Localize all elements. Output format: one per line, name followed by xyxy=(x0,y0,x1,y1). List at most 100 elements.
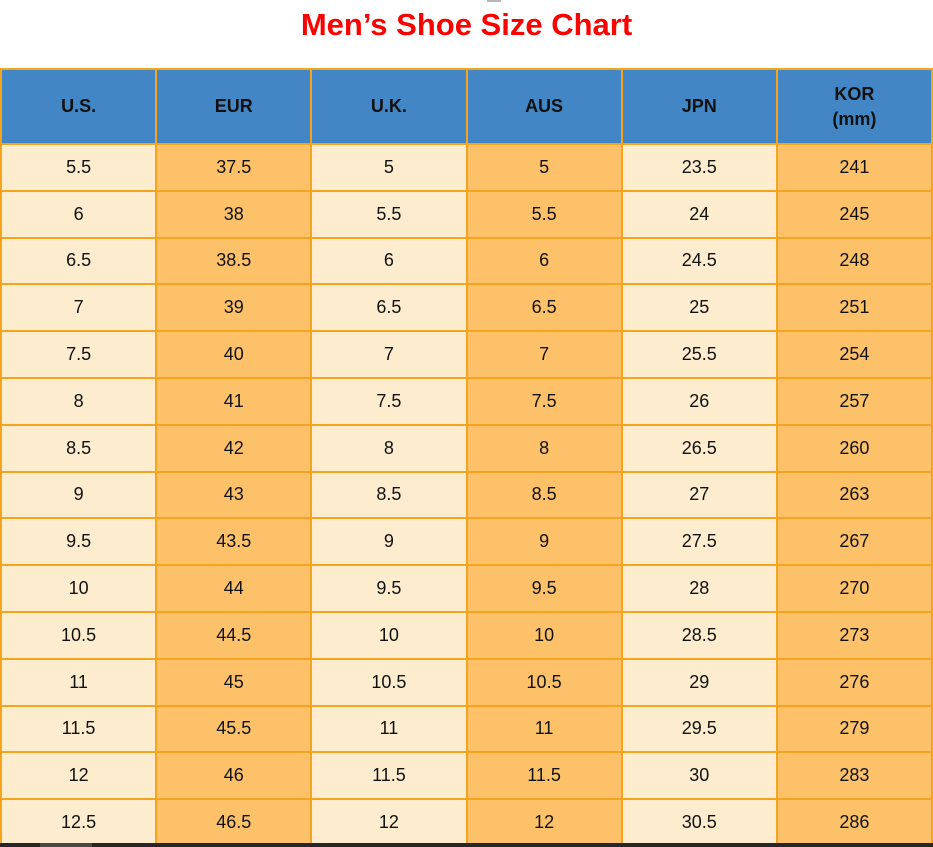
shoe-size-table: U.S. EUR U.K. AUS JPN KOR (mm) 5.5 37.5 5… xyxy=(0,68,933,847)
table-cell: 10.5 xyxy=(467,659,621,705)
column-header-label: EUR xyxy=(214,96,253,116)
table-cell: 46 xyxy=(157,753,311,799)
table-cell: 6.5 xyxy=(312,285,466,331)
table-cell: 10 xyxy=(312,612,466,658)
table-cell: 8 xyxy=(2,378,156,424)
column-header-uk: U.K. xyxy=(312,70,466,143)
taskbar-edge xyxy=(0,843,933,847)
table-cell: 44.5 xyxy=(157,612,311,658)
table-cell: 28.5 xyxy=(622,612,776,658)
column-header-kor: KOR (mm) xyxy=(777,70,931,143)
table-cell: 7 xyxy=(312,332,466,377)
table-cell: 6.5 xyxy=(467,285,621,331)
table-cell: 9.5 xyxy=(312,566,466,611)
table-cell: 30.5 xyxy=(622,800,776,845)
table-cell: 12 xyxy=(2,753,156,799)
column-header-aus: AUS xyxy=(467,70,621,143)
table-cell: 37.5 xyxy=(157,145,311,190)
table-cell: 7.5 xyxy=(312,378,466,424)
table-cell: 5 xyxy=(312,145,466,190)
table-cell: 8 xyxy=(467,425,621,471)
column-header-label: U.S. xyxy=(61,96,97,116)
table-cell: 283 xyxy=(777,753,931,799)
table-cell: 45 xyxy=(157,659,311,705)
column-header-sub: (mm) xyxy=(832,108,877,129)
table-cell: 44 xyxy=(157,566,311,611)
page-title: Men’s Shoe Size Chart xyxy=(300,7,633,42)
table-cell: 27 xyxy=(622,472,776,518)
table-cell: 12 xyxy=(467,800,621,845)
table-cell: 254 xyxy=(777,332,931,377)
table-cell: 8 xyxy=(312,425,466,471)
table-cell: 8.5 xyxy=(467,472,621,518)
table-cell: 248 xyxy=(777,238,931,284)
table-cell: 29.5 xyxy=(622,706,776,752)
table-cell: 42 xyxy=(157,425,311,471)
table-cell: 7 xyxy=(467,332,621,377)
table-cell: 11.5 xyxy=(2,706,156,752)
table-cell: 6 xyxy=(467,238,621,284)
table-cell: 286 xyxy=(777,800,931,845)
table-cell: 45.5 xyxy=(157,706,311,752)
table-cell: 38.5 xyxy=(157,238,311,284)
table-cell: 10 xyxy=(467,612,621,658)
column-header-label: KOR xyxy=(834,83,875,104)
table-cell: 8.5 xyxy=(312,472,466,518)
table-cell: 8.5 xyxy=(2,425,156,471)
table-cell: 5.5 xyxy=(467,191,621,237)
table-cell: 12.5 xyxy=(2,800,156,845)
table-cell: 24.5 xyxy=(622,238,776,284)
screen-artifact xyxy=(487,0,501,2)
table-cell: 5 xyxy=(467,145,621,190)
table-cell: 40 xyxy=(157,332,311,377)
table-cell: 251 xyxy=(777,285,931,331)
table-cell: 6 xyxy=(312,238,466,284)
table-cell: 263 xyxy=(777,472,931,518)
table-cell: 279 xyxy=(777,706,931,752)
column-header-label: U.K. xyxy=(370,96,407,116)
table-cell: 9 xyxy=(2,472,156,518)
table-cell: 26.5 xyxy=(622,425,776,471)
table-cell: 39 xyxy=(157,285,311,331)
table-cell: 241 xyxy=(777,145,931,190)
table-cell: 26 xyxy=(622,378,776,424)
column-header-eur: EUR xyxy=(157,70,311,143)
table-cell: 43 xyxy=(157,472,311,518)
table-cell: 43.5 xyxy=(157,519,311,565)
table-cell: 7 xyxy=(2,285,156,331)
table-cell: 9 xyxy=(467,519,621,565)
table-cell: 27.5 xyxy=(622,519,776,565)
table-cell: 11.5 xyxy=(467,753,621,799)
table-cell: 38 xyxy=(157,191,311,237)
table-cell: 10.5 xyxy=(312,659,466,705)
table-cell: 11 xyxy=(2,659,156,705)
table-cell: 245 xyxy=(777,191,931,237)
column-header-us: U.S. xyxy=(2,70,156,143)
table-cell: 267 xyxy=(777,519,931,565)
table-cell: 7.5 xyxy=(467,378,621,424)
table-cell: 41 xyxy=(157,378,311,424)
table-cell: 260 xyxy=(777,425,931,471)
table-cell: 257 xyxy=(777,378,931,424)
table-cell: 25 xyxy=(622,285,776,331)
table-cell: 6 xyxy=(2,191,156,237)
table-cell: 11 xyxy=(467,706,621,752)
table-cell: 276 xyxy=(777,659,931,705)
column-header-label: JPN xyxy=(681,96,717,116)
table-cell: 12 xyxy=(312,800,466,845)
table-cell: 46.5 xyxy=(157,800,311,845)
table-cell: 9 xyxy=(312,519,466,565)
table-cell: 25.5 xyxy=(622,332,776,377)
taskbar-edge-segment xyxy=(40,843,92,847)
table-cell: 29 xyxy=(622,659,776,705)
table-cell: 30 xyxy=(622,753,776,799)
table-cell: 270 xyxy=(777,566,931,611)
table-cell: 23.5 xyxy=(622,145,776,190)
table-cell: 9.5 xyxy=(467,566,621,611)
column-header-jpn: JPN xyxy=(622,70,776,143)
table-cell: 10.5 xyxy=(2,612,156,658)
table-cell: 7.5 xyxy=(2,332,156,377)
table-cell: 273 xyxy=(777,612,931,658)
table-cell: 5.5 xyxy=(312,191,466,237)
table-cell: 6.5 xyxy=(2,238,156,284)
